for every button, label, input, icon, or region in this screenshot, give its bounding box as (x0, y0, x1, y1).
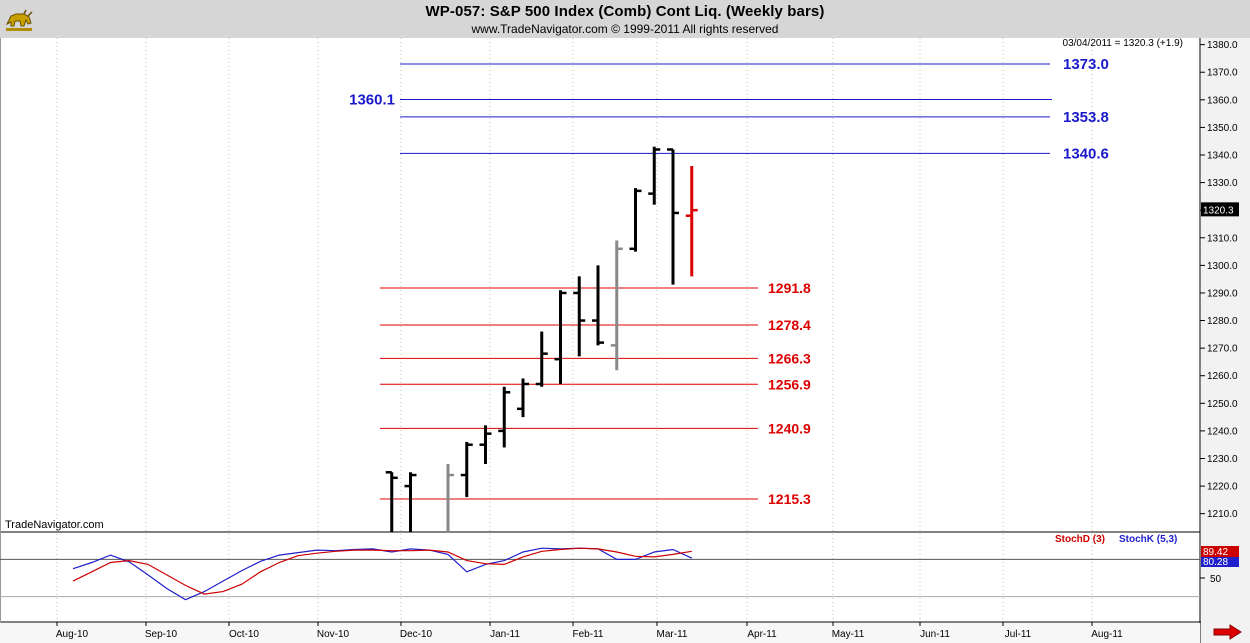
stoch-y-tick-label: 50 (1210, 574, 1222, 585)
level-lines-group: 1373.0 1360.1 1353.8 1340.6 1291.8 1278.4 1266… (349, 56, 1109, 507)
level-label-1360.1: 1360.1 (349, 92, 395, 109)
ohlc-bar (592, 265, 604, 346)
y-tick-label: 1380.0 (1207, 40, 1238, 51)
x-tick-label: Sep-10 (145, 629, 178, 640)
ohlc-bar (685, 166, 698, 277)
y-tick-label: 1220.0 (1207, 482, 1238, 493)
level-label-1373.0: 1373.0 (1063, 56, 1109, 73)
y-tick-label: 1230.0 (1207, 454, 1238, 465)
x-tick-label: Dec-10 (400, 629, 433, 640)
y-tick-label: 1210.0 (1207, 509, 1238, 520)
ohlc-bar (610, 240, 623, 371)
stoch-k-value-box (1201, 557, 1239, 567)
chart-area: 1373.0 1360.1 1353.8 1340.6 1291.8 1278.4 1266… (0, 38, 1250, 643)
quote-readout: 03/04/2011 = 1320.3 (+1.9) (1063, 38, 1183, 49)
y-tick-label: 1330.0 (1207, 178, 1238, 189)
y-tick-label: 1350.0 (1207, 123, 1238, 134)
stoch-d-value: 89.42 (1203, 547, 1228, 558)
axes-group: 1210.0 1220.0 1230.0 1240.0 1250.0 1260.0 1270… (56, 40, 1239, 640)
copyright-subtitle: www.TradeNavigator.com © 1999-2011 All r… (471, 22, 779, 36)
ohlc-bar (648, 146, 661, 205)
stochastic-group (0, 547, 1200, 601)
x-tick-label: Aug-10 (56, 629, 89, 640)
level-label-1240.9: 1240.9 (768, 420, 811, 436)
last-price-box (1201, 202, 1239, 217)
stoch-d-line (72, 547, 692, 595)
x-tick-label: May-11 (832, 629, 865, 640)
ohlc-bar (498, 386, 511, 448)
y-tick-label: 1370.0 (1207, 68, 1238, 79)
level-label-1278.4: 1278.4 (768, 317, 811, 333)
x-tick-label: Apr-11 (747, 629, 777, 640)
ohlc-bar (460, 441, 473, 498)
chart-title: WP-057: S&P 500 Index (Comb) Cont Liq. (… (425, 3, 825, 20)
ohlc-bar (385, 471, 398, 532)
watermark: TradeNavigator.com (5, 519, 104, 531)
y-tick-label: 1300.0 (1207, 261, 1238, 272)
ohlc-bar (517, 378, 529, 418)
x-tick-label: Jul-11 (1005, 629, 1032, 640)
ohlc-bar (667, 148, 679, 285)
last-price-label: 1320.3 (1203, 205, 1234, 216)
title-bar: WP-057: S&P 500 Index (Comb) Cont Liq. (… (0, 0, 1250, 38)
x-axis-background (0, 623, 1200, 643)
x-tick-label: Feb-11 (573, 629, 604, 640)
ohlc-bar (404, 472, 417, 532)
ohlc-bar (629, 188, 642, 252)
ohlc-bar (554, 290, 567, 384)
level-label-1291.8: 1291.8 (768, 280, 811, 296)
ohlc-bar (479, 425, 492, 465)
scroll-right-arrow-icon[interactable] (1213, 624, 1243, 640)
legend-stoch-d: StochD (3) (1055, 534, 1105, 545)
right-axis-background (1201, 38, 1250, 643)
ohlc-bars (385, 146, 698, 532)
price-bars-group (385, 146, 698, 532)
x-tick-label: Mar-11 (657, 629, 688, 640)
level-label-1340.6: 1340.6 (1063, 145, 1109, 162)
y-tick-label: 1310.0 (1207, 233, 1238, 244)
y-tick-label: 1260.0 (1207, 371, 1238, 382)
stoch-d-value-box (1201, 546, 1239, 557)
y-tick-label: 1250.0 (1207, 399, 1238, 410)
labels-group: 03/04/2011 = 1320.3 (+1.9) TradeNavigato… (5, 38, 1183, 545)
x-tick-label: Jan-11 (490, 629, 520, 640)
level-label-1353.8: 1353.8 (1063, 109, 1109, 126)
y-tick-label: 1290.0 (1207, 288, 1238, 299)
x-tick-label: Aug-11 (1091, 629, 1123, 640)
x-tick-label: Jun-11 (920, 629, 950, 640)
x-tick-label: Nov-10 (317, 629, 350, 640)
y-tick-label: 1360.0 (1207, 95, 1238, 106)
bull-logo-icon (5, 9, 33, 31)
level-label-1266.3: 1266.3 (768, 350, 811, 366)
y-tick-label: 1280.0 (1207, 316, 1238, 327)
legend-stoch-k: StochK (5,3) (1119, 534, 1177, 545)
ohlc-bar (446, 464, 454, 532)
ohlc-bar (535, 331, 548, 387)
y-tick-label: 1240.0 (1207, 426, 1238, 437)
ohlc-bar (573, 276, 586, 357)
frame-group (0, 38, 1250, 643)
level-label-1256.9: 1256.9 (768, 376, 811, 392)
level-label-1215.3: 1215.3 (768, 491, 811, 507)
y-tick-label: 1340.0 (1207, 151, 1238, 162)
y-tick-label: 1270.0 (1207, 344, 1238, 355)
x-tick-label: Oct-10 (229, 629, 259, 640)
stoch-k-value: 80.28 (1203, 557, 1228, 568)
